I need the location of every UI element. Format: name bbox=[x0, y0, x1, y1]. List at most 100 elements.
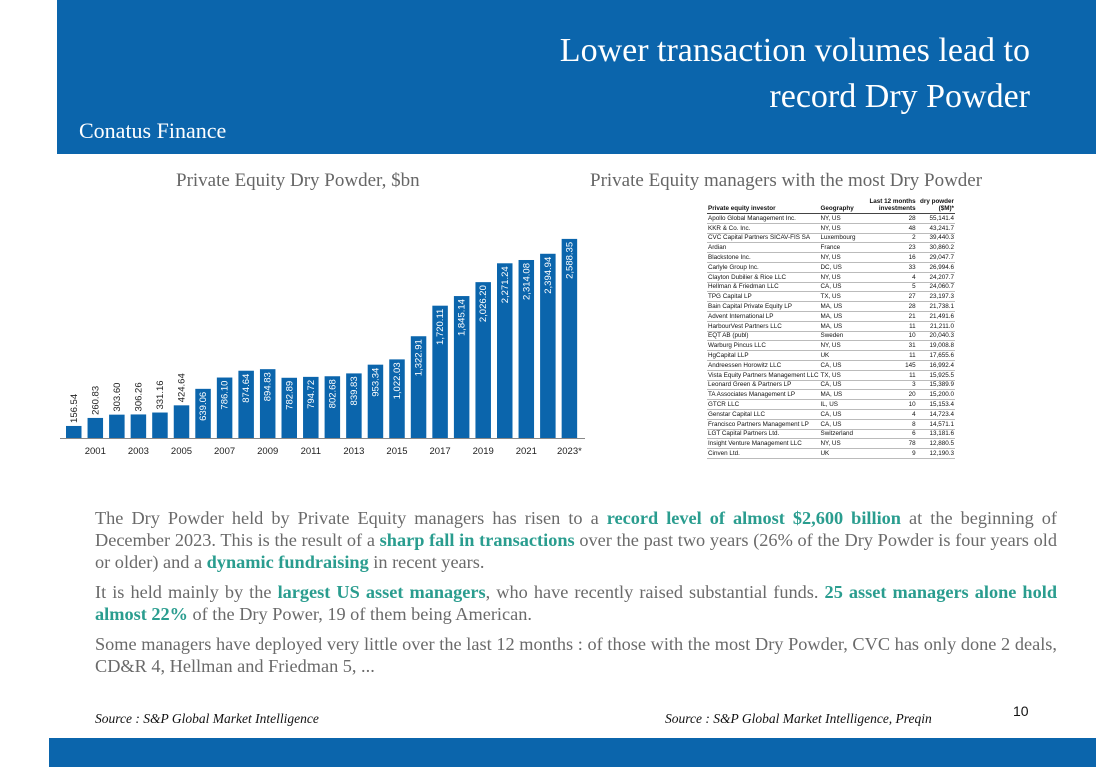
bar-2013 bbox=[346, 373, 362, 438]
paragraph-1: The Dry Powder held by Private Equity ma… bbox=[95, 507, 1057, 573]
dry-powder-cell: 19,008.8 bbox=[916, 340, 955, 352]
investments-cell: 9 bbox=[856, 448, 917, 459]
table-row: Carlyle Group Inc. DC, US 33 26,994.6 bbox=[707, 262, 955, 273]
bar-label-2003: 306.26 bbox=[133, 382, 144, 411]
x-tick-label: 2009 bbox=[257, 446, 278, 457]
investor-cell: KKR & Co. Inc. bbox=[707, 223, 820, 234]
text-run: over the past two years (26% of the Dry … bbox=[95, 530, 1057, 572]
geography-cell: CA, US bbox=[819, 419, 857, 430]
page-number: 10 bbox=[1013, 703, 1029, 719]
geography-cell: Luxembourg bbox=[819, 233, 857, 244]
col-investor: Private equity investor bbox=[707, 198, 820, 214]
geography-cell: TX, US bbox=[819, 370, 857, 381]
bar-label-2020: 2,271.24 bbox=[500, 266, 511, 303]
investments-cell: 4 bbox=[856, 409, 917, 420]
bar-label-2018: 1,845.14 bbox=[457, 299, 468, 336]
dry-powder-cell: 43,241.7 bbox=[916, 223, 955, 234]
bar-label-2010: 782.89 bbox=[284, 381, 295, 410]
bar-2022 bbox=[540, 253, 556, 438]
paragraph-2: It is held mainly by the largest US asse… bbox=[95, 581, 1057, 625]
bar-label-2000: 156.54 bbox=[69, 394, 80, 423]
geography-cell: NY, US bbox=[819, 252, 857, 263]
dry-powder-cell: 23,197.3 bbox=[916, 291, 955, 303]
table-row: Cinven Ltd. UK 9 12,190.3 bbox=[707, 448, 955, 459]
x-tick-label: 2011 bbox=[301, 446, 321, 457]
paragraph-3: Some managers have deployed very little … bbox=[95, 634, 1057, 676]
dry-powder-cell: 39,440.3 bbox=[916, 233, 955, 244]
investments-cell: 28 bbox=[856, 301, 917, 312]
x-tick-label: 2015 bbox=[386, 446, 407, 457]
bar-2009 bbox=[259, 369, 276, 438]
table-row: Francisco Partners Management LP CA, US 8 1… bbox=[707, 419, 955, 430]
table-row: HarbourVest Partners LLC MA, US 11 21,211.0 bbox=[707, 321, 955, 332]
bar-2005 bbox=[173, 405, 190, 438]
body-text: The Dry Powder held by Private Equity ma… bbox=[95, 507, 1057, 685]
bar-label-2007: 786.10 bbox=[220, 381, 231, 410]
x-tick-label: 2007 bbox=[214, 446, 235, 457]
investor-cell: GTCR LLC bbox=[707, 399, 820, 410]
x-tick-label: 2013 bbox=[343, 446, 364, 457]
investments-cell: 23 bbox=[856, 242, 917, 254]
investments-cell: 31 bbox=[856, 340, 917, 352]
investments-cell: 48 bbox=[856, 223, 917, 234]
dry-powder-cell: 16,992.4 bbox=[916, 360, 955, 371]
bar-2018 bbox=[453, 296, 470, 438]
dry-powder-cell: 15,925.5 bbox=[916, 370, 955, 381]
investor-cell: Cinven Ltd. bbox=[707, 448, 820, 459]
investor-cell: Blackstone Inc. bbox=[707, 252, 820, 263]
x-tick-label: 2005 bbox=[171, 446, 192, 457]
bar-label-2023*: 2,588.35 bbox=[564, 242, 575, 279]
dry-powder-cell: 29,047.7 bbox=[916, 252, 955, 263]
dry-powder-cell: 55,141.4 bbox=[916, 213, 955, 224]
text-run: , who have recently raised substantial f… bbox=[485, 582, 825, 602]
highlight-sharp-fall: sharp fall in transactions bbox=[379, 530, 575, 550]
geography-cell: NY, US bbox=[819, 272, 857, 283]
geography-cell: CA, US bbox=[819, 409, 857, 420]
dry-powder-cell: 30,860.2 bbox=[916, 242, 955, 254]
table-row: KKR & Co. Inc. NY, US 48 43,241.7 bbox=[707, 223, 955, 234]
x-tick-label: 2019 bbox=[473, 446, 494, 457]
geography-cell: NY, US bbox=[819, 213, 857, 224]
investor-cell: Leonard Green & Partners LP bbox=[707, 380, 820, 391]
table-row: Hellman & Friedman LLC CA, US 5 24,060.7 bbox=[707, 282, 955, 293]
investor-cell: TA Associates Management LP bbox=[707, 389, 820, 401]
dry-powder-cell: 14,571.1 bbox=[916, 419, 955, 430]
bar-label-2013: 839.83 bbox=[349, 376, 360, 405]
bar-label-2021: 2,314.08 bbox=[521, 263, 532, 300]
investments-cell: 11 bbox=[856, 370, 917, 381]
investor-cell: HarbourVest Partners LLC bbox=[707, 321, 820, 332]
dry-powder-cell: 24,060.7 bbox=[916, 282, 955, 293]
bar-2016 bbox=[410, 336, 427, 438]
geography-cell: UK bbox=[819, 448, 857, 459]
investments-cell: 10 bbox=[856, 331, 917, 342]
text-run: The Dry Powder held by Private Equity ma… bbox=[95, 508, 607, 528]
table-row: HgCapital LLP UK 11 17,655.6 bbox=[707, 350, 955, 361]
bar-2015 bbox=[389, 359, 405, 438]
investments-cell: 10 bbox=[856, 399, 917, 410]
investor-cell: TPG Capital LP bbox=[707, 291, 820, 303]
investments-cell: 2 bbox=[856, 233, 917, 244]
title-line-1: Lower transaction volumes lead to bbox=[559, 32, 1030, 69]
table-row: EQT AB (publ) Sweden 10 20,040.3 bbox=[707, 331, 955, 342]
bar-label-2002: 303.60 bbox=[112, 383, 123, 412]
text-run: It is held mainly by the bbox=[95, 582, 278, 602]
table-row: GTCR LLC IL, US 10 15,153.4 bbox=[707, 399, 955, 410]
geography-cell: Sweden bbox=[819, 331, 857, 342]
bar-label-2011: 794.72 bbox=[306, 380, 317, 409]
geography-cell: France bbox=[819, 242, 857, 254]
bar-label-2004: 331.16 bbox=[155, 380, 166, 409]
table-row: Ardian France 23 30,860.2 bbox=[707, 242, 955, 254]
bar-2020 bbox=[497, 263, 513, 438]
geography-cell: CA, US bbox=[819, 360, 857, 371]
bar-label-2015: 1,022.03 bbox=[392, 362, 403, 399]
col-geography: Geography bbox=[819, 198, 857, 214]
dry-powder-cell: 12,190.3 bbox=[916, 448, 955, 459]
bar-label-2017: 1,720.11 bbox=[435, 309, 446, 345]
bar-2011 bbox=[303, 376, 319, 438]
bar-label-2009: 894.83 bbox=[263, 372, 274, 401]
x-tick-label: 2017 bbox=[430, 446, 451, 457]
table-row: Andreessen Horowitz LLC CA, US 145 16,992.4 bbox=[707, 360, 955, 371]
bar-2002 bbox=[109, 414, 125, 438]
table-row: Bain Capital Private Equity LP MA, US 28 21… bbox=[707, 301, 955, 312]
investor-cell: Warburg Pincus LLC bbox=[707, 340, 820, 352]
